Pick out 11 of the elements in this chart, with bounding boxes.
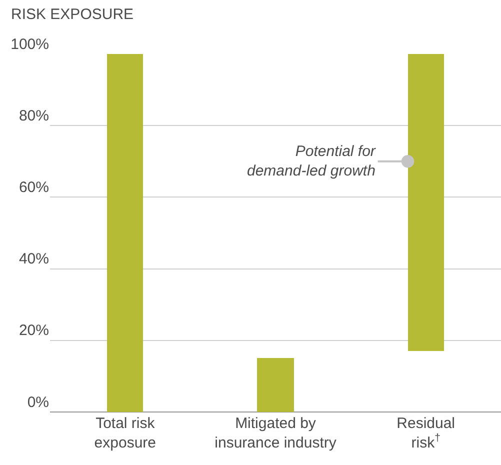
y-tick-label: 80% (18, 107, 49, 124)
y-axis-title: RISK EXPOSURE (11, 6, 134, 23)
y-tick-label: 40% (18, 250, 49, 268)
x-tick-label: Mitigated by insurance industry (214, 415, 337, 452)
x-tick-label: Residual risk$^{†}$ (396, 415, 456, 452)
y-tick-label: 20% (18, 322, 49, 340)
y-tick-label: 100% (10, 36, 49, 53)
x-tick-label: Total risk exposure (94, 415, 156, 452)
y-tick-label: 60% (18, 178, 49, 196)
annotation: Potential for demand-led growth (247, 143, 376, 180)
y-tick-label: 0% (27, 394, 49, 411)
